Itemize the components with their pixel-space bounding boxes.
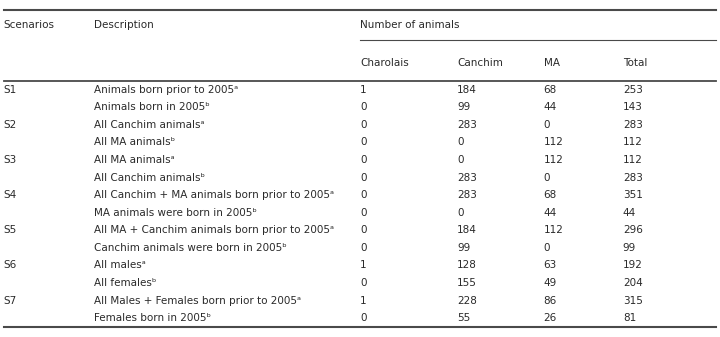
Text: 99: 99	[457, 102, 470, 112]
Text: 253: 253	[623, 85, 643, 95]
Text: Animals born in 2005ᵇ: Animals born in 2005ᵇ	[94, 102, 210, 112]
Text: 112: 112	[623, 137, 643, 147]
Text: Charolais: Charolais	[360, 58, 409, 68]
Text: 1: 1	[360, 261, 366, 270]
Text: 112: 112	[544, 137, 564, 147]
Text: 283: 283	[457, 190, 477, 200]
Text: 0: 0	[360, 173, 366, 183]
Text: 0: 0	[360, 137, 366, 147]
Text: Canchim: Canchim	[457, 58, 503, 68]
Text: 1: 1	[360, 85, 366, 95]
Text: All Canchim animalsᵃ: All Canchim animalsᵃ	[94, 120, 204, 130]
Text: 55: 55	[457, 313, 470, 323]
Text: 192: 192	[623, 261, 643, 270]
Text: S1: S1	[4, 85, 17, 95]
Text: S5: S5	[4, 225, 17, 235]
Text: 184: 184	[457, 85, 477, 95]
Text: 0: 0	[544, 173, 550, 183]
Text: S6: S6	[4, 261, 17, 270]
Text: 112: 112	[623, 155, 643, 165]
Text: S7: S7	[4, 296, 17, 306]
Text: 44: 44	[544, 102, 557, 112]
Text: 99: 99	[623, 243, 636, 253]
Text: 0: 0	[360, 278, 366, 288]
Text: 112: 112	[544, 225, 564, 235]
Text: 0: 0	[360, 313, 366, 323]
Text: All Males + Females born prior to 2005ᵃ: All Males + Females born prior to 2005ᵃ	[94, 296, 301, 306]
Text: 351: 351	[623, 190, 643, 200]
Text: 296: 296	[623, 225, 643, 235]
Text: Scenarios: Scenarios	[4, 20, 55, 30]
Text: All Canchim animalsᵇ: All Canchim animalsᵇ	[94, 173, 204, 183]
Text: S3: S3	[4, 155, 17, 165]
Text: 0: 0	[360, 120, 366, 130]
Text: 26: 26	[544, 313, 557, 323]
Text: 0: 0	[360, 102, 366, 112]
Text: 283: 283	[457, 120, 477, 130]
Text: 44: 44	[623, 208, 636, 218]
Text: 0: 0	[457, 208, 464, 218]
Text: 112: 112	[544, 155, 564, 165]
Text: 49: 49	[544, 278, 557, 288]
Text: All Canchim + MA animals born prior to 2005ᵃ: All Canchim + MA animals born prior to 2…	[94, 190, 333, 200]
Text: 228: 228	[457, 296, 477, 306]
Text: MA animals were born in 2005ᵇ: MA animals were born in 2005ᵇ	[94, 208, 256, 218]
Text: Total: Total	[623, 58, 647, 68]
Text: Females born in 2005ᵇ: Females born in 2005ᵇ	[94, 313, 211, 323]
Text: All femalesᵇ: All femalesᵇ	[94, 278, 156, 288]
Text: 68: 68	[544, 85, 557, 95]
Text: Number of animals: Number of animals	[360, 20, 459, 30]
Text: 0: 0	[544, 120, 550, 130]
Text: MA: MA	[544, 58, 559, 68]
Text: 143: 143	[623, 102, 643, 112]
Text: 315: 315	[623, 296, 643, 306]
Text: 0: 0	[457, 155, 464, 165]
Text: 1: 1	[360, 296, 366, 306]
Text: 283: 283	[457, 173, 477, 183]
Text: 0: 0	[360, 225, 366, 235]
Text: 283: 283	[623, 120, 643, 130]
Text: 0: 0	[457, 137, 464, 147]
Text: All MA animalsᵃ: All MA animalsᵃ	[94, 155, 174, 165]
Text: 155: 155	[457, 278, 477, 288]
Text: 63: 63	[544, 261, 557, 270]
Text: 0: 0	[360, 155, 366, 165]
Text: Canchim animals were born in 2005ᵇ: Canchim animals were born in 2005ᵇ	[94, 243, 287, 253]
Text: 0: 0	[544, 243, 550, 253]
Text: 81: 81	[623, 313, 636, 323]
Text: All malesᵃ: All malesᵃ	[94, 261, 145, 270]
Text: 86: 86	[544, 296, 557, 306]
Text: S2: S2	[4, 120, 17, 130]
Text: Animals born prior to 2005ᵃ: Animals born prior to 2005ᵃ	[94, 85, 238, 95]
Text: S4: S4	[4, 190, 17, 200]
Text: 0: 0	[360, 208, 366, 218]
Text: 68: 68	[544, 190, 557, 200]
Text: 99: 99	[457, 243, 470, 253]
Text: All MA + Canchim animals born prior to 2005ᵃ: All MA + Canchim animals born prior to 2…	[94, 225, 333, 235]
Text: 44: 44	[544, 208, 557, 218]
Text: Description: Description	[94, 20, 153, 30]
Text: 0: 0	[360, 190, 366, 200]
Text: 0: 0	[360, 243, 366, 253]
Text: 204: 204	[623, 278, 642, 288]
Text: 283: 283	[623, 173, 643, 183]
Text: 184: 184	[457, 225, 477, 235]
Text: All MA animalsᵇ: All MA animalsᵇ	[94, 137, 175, 147]
Text: 128: 128	[457, 261, 477, 270]
